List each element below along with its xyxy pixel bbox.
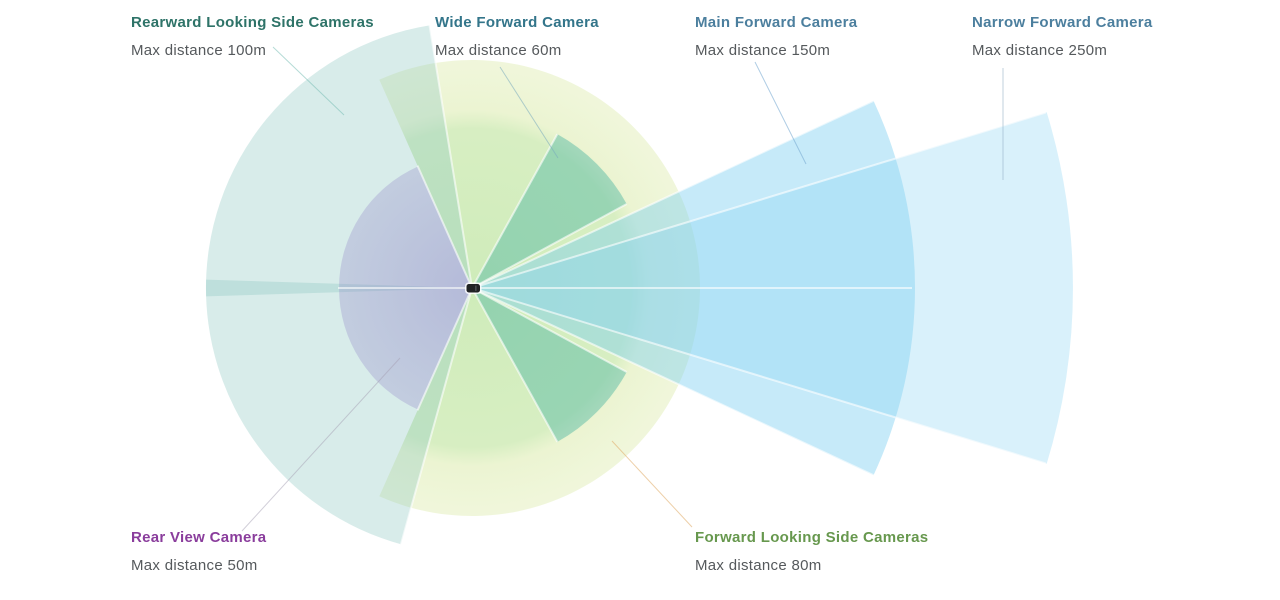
seam-ray bbox=[428, 25, 473, 289]
camera-title-narrow_forward: Narrow Forward Camera bbox=[972, 14, 1153, 31]
leader-main-forward bbox=[754, 61, 807, 165]
leader-rear-view bbox=[241, 357, 401, 532]
seam-ray bbox=[471, 287, 874, 477]
seam-ray bbox=[471, 133, 559, 289]
sector-forward-side-camera-lower bbox=[472, 288, 627, 442]
camera-title-wide_forward: Wide Forward Camera bbox=[435, 14, 599, 31]
label-group-forward_side: Forward Looking Side Cameras Max distance… bbox=[695, 529, 928, 574]
label-group-rear_view: Rear View Camera Max distance 50m bbox=[131, 529, 266, 574]
seam-ray bbox=[471, 287, 628, 373]
camera-max-distance-rearward_side: Max distance 100m bbox=[131, 42, 267, 59]
car-windshield-line bbox=[475, 285, 477, 291]
seam-ray bbox=[399, 287, 473, 545]
seam-ray bbox=[471, 99, 874, 289]
coverage-sectors bbox=[205, 25, 1073, 545]
camera-max-distance-main_forward: Max distance 150m bbox=[695, 42, 831, 59]
seam-ray bbox=[416, 287, 473, 411]
camera-max-distance-forward_side: Max distance 80m bbox=[695, 557, 822, 574]
label-leader-lines bbox=[241, 46, 1004, 532]
camera-max-distance-narrow_forward: Max distance 250m bbox=[972, 42, 1108, 59]
camera-max-distance-wide_forward: Max distance 60m bbox=[435, 42, 562, 59]
camera-max-distance-rear_view: Max distance 50m bbox=[131, 557, 258, 574]
sector-forward-side-camera-upper bbox=[472, 134, 627, 288]
seam-ray bbox=[471, 287, 1047, 465]
camera-title-forward_side: Forward Looking Side Cameras bbox=[695, 529, 929, 546]
camera-title-main_forward: Main Forward Camera bbox=[695, 14, 858, 31]
seam-ray bbox=[471, 287, 559, 443]
label-group-narrow_forward: Narrow Forward Camera Max distance 250m bbox=[972, 14, 1153, 59]
leader-rearward-side bbox=[272, 46, 345, 116]
car-top-view-icon bbox=[465, 282, 482, 294]
sector-seam-lines bbox=[338, 25, 1047, 545]
camera-title-rear_view: Rear View Camera bbox=[131, 529, 267, 546]
leader-forward-side bbox=[611, 440, 693, 528]
label-group-main_forward: Main Forward Camera Max distance 150m bbox=[695, 14, 857, 59]
camera-title-rearward_side: Rearward Looking Side Cameras bbox=[131, 14, 374, 31]
label-group-rearward_side: Rearward Looking Side Cameras Max distanc… bbox=[131, 14, 374, 59]
seam-ray bbox=[471, 203, 628, 289]
seam-ray bbox=[471, 111, 1047, 289]
seam-ray bbox=[416, 165, 473, 289]
leader-wide-forward bbox=[499, 66, 559, 159]
car-body bbox=[466, 284, 480, 293]
label-group-wide_forward: Wide Forward Camera Max distance 60m bbox=[435, 14, 599, 59]
